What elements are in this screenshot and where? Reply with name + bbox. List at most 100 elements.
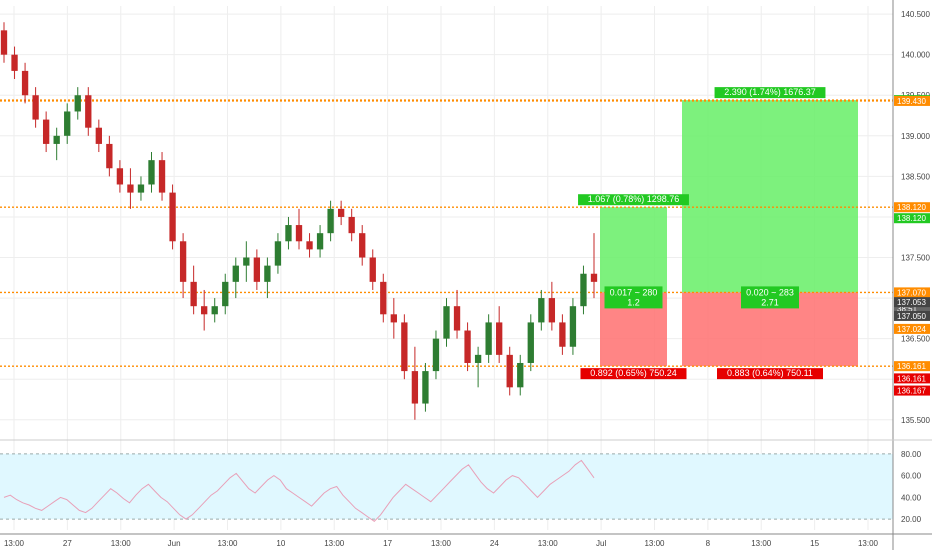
time-axis-ticks: 13:00 27 13:00 Jun 13:00 10 13:00 17 13:00 24 13:0… <box>4 539 879 548</box>
candle-body <box>285 225 292 242</box>
candle-body <box>179 241 187 282</box>
candle-body <box>201 306 208 315</box>
side-price-tag-text: 137.053 <box>897 298 926 307</box>
time-tick-label: Jun <box>168 539 181 548</box>
candle-body <box>42 119 50 144</box>
candle-body <box>337 208 345 217</box>
level-price-tag <box>894 213 930 224</box>
candle-body <box>169 192 176 242</box>
center-label-line: 0.020 ~ 283 <box>746 287 794 297</box>
candle-body <box>295 225 303 242</box>
level-price-tag-text: 139.430 <box>897 97 926 106</box>
candle-body <box>274 241 282 266</box>
center-label-box <box>741 286 799 309</box>
side-price-tag-text: 137.024 <box>897 325 926 334</box>
candle-body <box>21 70 29 96</box>
candle-body <box>474 354 482 363</box>
side-price-tag <box>894 297 930 308</box>
candle-body <box>590 273 598 282</box>
level-price-tag-text: 137.070 <box>897 288 926 297</box>
candle-body <box>580 273 587 307</box>
side-price-tag <box>894 385 930 396</box>
candles <box>0 22 598 420</box>
target-label: 1.067 (0.78%) 1298.76 <box>588 194 680 204</box>
candle-body <box>359 233 366 258</box>
candle-body <box>380 281 387 315</box>
candle-body <box>0 30 8 55</box>
side-price-tag-text: 136.167 <box>897 387 926 396</box>
price-tick-label: 135.500 <box>901 416 930 425</box>
position-zones[interactable] <box>600 100 858 367</box>
candle-body <box>158 160 166 193</box>
candle-body <box>253 257 261 282</box>
level-price-tag-text: 136.161 <box>897 362 926 371</box>
stop-label-box <box>580 368 687 380</box>
candle-body <box>422 371 429 404</box>
rsi-tick-label: 80.00 <box>901 450 922 459</box>
candle-body <box>559 322 566 347</box>
time-tick-label: 13:00 <box>111 539 132 548</box>
stop-label: 0.883 (0.64%) 750.11 <box>727 368 813 378</box>
candle-body <box>496 322 503 355</box>
candle-body <box>95 127 102 144</box>
candle-body <box>316 233 324 250</box>
side-price-tag <box>894 303 930 314</box>
time-tick-label: 13:00 <box>217 539 238 548</box>
target-label-box <box>578 194 689 206</box>
candle-body <box>222 281 229 307</box>
time-tick-label: 10 <box>276 539 285 548</box>
price-tick-label: 140.500 <box>901 10 930 19</box>
side-price-tag-text: 137.050 <box>897 312 926 321</box>
candle-body <box>548 298 556 323</box>
rsi-axis-ticks: 80.00 60.00 40.00 20.00 <box>901 450 922 524</box>
level-price-tag-text: 138.120 <box>897 214 926 223</box>
candle-body <box>116 168 124 185</box>
rsi-tick-label: 20.00 <box>901 515 922 524</box>
time-tick-label: Jul <box>596 539 606 548</box>
rsi-tick-label: 40.00 <box>901 493 922 502</box>
time-tick-label: 8 <box>706 539 711 548</box>
candle-body <box>327 208 334 234</box>
candle-body <box>53 135 60 144</box>
side-price-tag <box>894 373 930 384</box>
rsi-tick-label: 60.00 <box>901 472 922 481</box>
candle-body <box>211 306 218 315</box>
candle-body <box>306 241 313 250</box>
side-price-tag-text: 136.161 <box>897 374 926 383</box>
candle-body <box>538 298 545 323</box>
center-label-line: 0.017 ~ 280 <box>610 287 658 297</box>
candle-body <box>243 257 250 266</box>
candle-body <box>569 306 577 347</box>
candle-body <box>137 184 145 193</box>
candle-body <box>453 306 461 331</box>
candle-body <box>85 95 92 128</box>
time-tick-label: 13:00 <box>4 539 25 548</box>
candle-body <box>432 338 440 372</box>
level-price-tag <box>894 202 930 213</box>
candle-body <box>74 95 81 112</box>
stop-label: 0.892 (0.65%) 750.24 <box>590 368 677 378</box>
price-tick-label: 137.500 <box>901 254 930 263</box>
candle-body <box>232 265 239 282</box>
price-tick-label: 136.500 <box>901 335 930 344</box>
time-tick-label: 15 <box>810 539 819 548</box>
candle-body <box>485 322 492 355</box>
price-tick-label: 139.000 <box>901 132 930 141</box>
time-tick-label: 13:00 <box>858 539 879 548</box>
time-tick-label: 13:00 <box>751 539 772 548</box>
candle-body <box>348 216 355 234</box>
side-price-tag <box>894 323 930 334</box>
candle-body <box>32 95 39 120</box>
profit-zone <box>600 207 667 293</box>
rsi-line <box>3 459 595 522</box>
candle-body <box>517 362 524 388</box>
time-tick-label: 13:00 <box>538 539 559 548</box>
time-tick-label: 13:00 <box>324 539 345 548</box>
level-price-tag <box>894 361 930 372</box>
time-tick-label: 17 <box>383 539 392 548</box>
candle-body <box>527 322 534 363</box>
target-label: 2.390 (1.74%) 1676.37 <box>724 87 816 97</box>
side-price-tag <box>894 310 930 321</box>
